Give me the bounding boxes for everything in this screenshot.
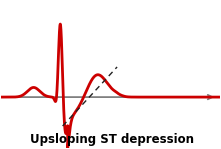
- Text: Upsloping ST depression: Upsloping ST depression: [30, 134, 194, 146]
